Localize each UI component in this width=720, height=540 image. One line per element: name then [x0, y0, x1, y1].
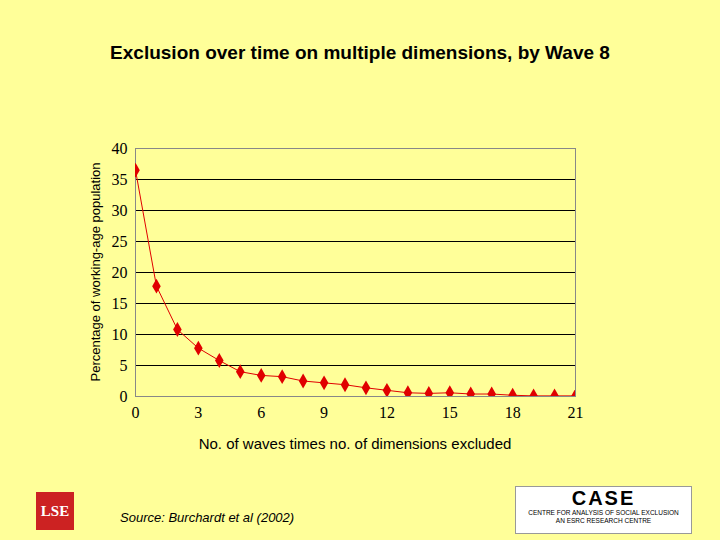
html-text:Centre for Analysis of Social: Centre for Analysis of Social Exclusion [528, 509, 679, 516]
html-text:Percentage of working-age popu: Percentage of working-age population [87, 162, 103, 382]
svg-text:30: 30 [112, 202, 128, 219]
svg-text:6: 6 [257, 404, 265, 421]
svg-text:15: 15 [112, 295, 128, 312]
svg-text:3: 3 [194, 404, 202, 421]
html-text:LSE: LSE [40, 503, 70, 519]
svg-text:0: 0 [120, 388, 128, 405]
svg-text:25: 25 [112, 233, 128, 250]
svg-text:10: 10 [112, 326, 128, 343]
svg-text:0: 0 [132, 404, 140, 421]
svg-text:9: 9 [320, 404, 328, 421]
html-text:No. of waves times no. of dime: No. of waves times no. of dimensions exc… [198, 435, 512, 452]
html-text:CASE: CASE [571, 487, 636, 509]
html-text:An ESRC Research Centre: An ESRC Research Centre [555, 517, 652, 524]
svg-text:15: 15 [442, 404, 458, 421]
svg-text:20: 20 [112, 264, 128, 281]
html-text:Exclusion over time on multipl: Exclusion over time on multiple dimensio… [110, 42, 610, 63]
svg-text:35: 35 [112, 171, 128, 188]
svg-text:21: 21 [568, 404, 584, 421]
html-text:Source: Burchardt et al (2002): Source: Burchardt et al (2002) [120, 510, 295, 525]
svg-text:18: 18 [505, 404, 521, 421]
svg-text:5: 5 [120, 357, 128, 374]
svg-text:40: 40 [112, 140, 128, 157]
svg-text:12: 12 [379, 404, 395, 421]
